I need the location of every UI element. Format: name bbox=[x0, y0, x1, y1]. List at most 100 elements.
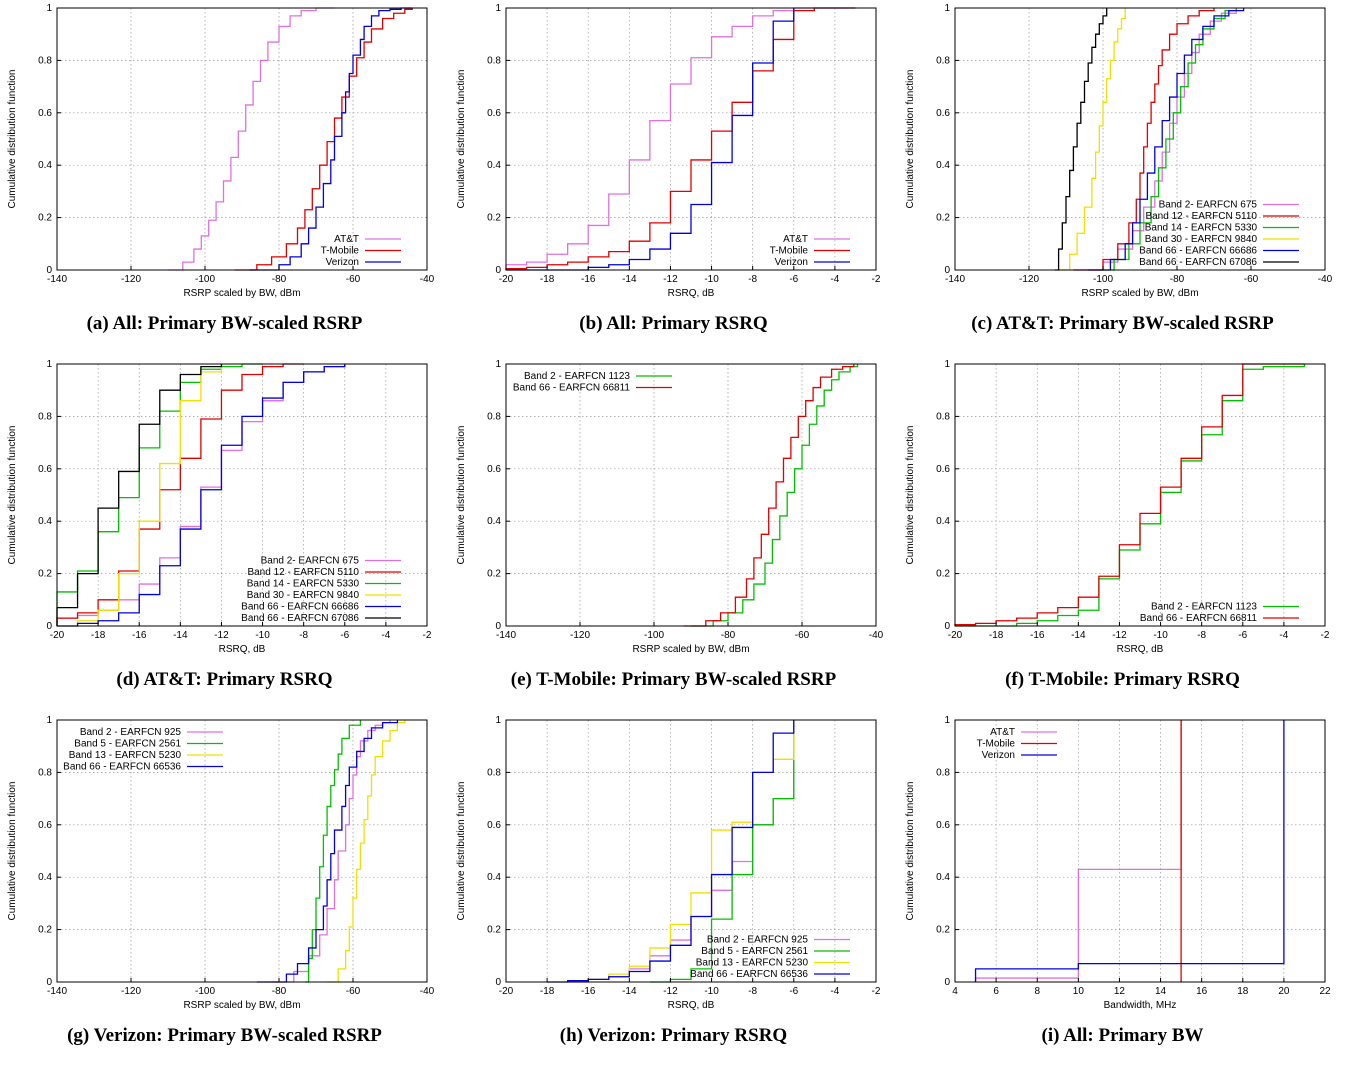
chart-panel: -140 -120 -100 -80 -60 -40 0 0.2 0.4 0.6 0.8 1 RSRP … bbox=[0, 0, 449, 356]
y-tick-label: 1 bbox=[46, 715, 52, 726]
y-tick-label: 1 bbox=[495, 3, 501, 14]
x-tick-label: -40 bbox=[420, 986, 435, 997]
y-tick-label: 0.6 bbox=[487, 820, 501, 831]
y-tick-label: 0 bbox=[495, 621, 501, 632]
legend-label: Band 2- EARFCN 675 bbox=[261, 556, 360, 567]
legend-label: Band 66 - EARFCN 67086 bbox=[241, 613, 359, 624]
y-tick-label: 1 bbox=[944, 3, 950, 14]
y-axis-label: Cumulative distribution function bbox=[456, 782, 467, 921]
series-line bbox=[1073, 8, 1215, 271]
plot-frame bbox=[505, 363, 877, 627]
y-axis-label: Cumulative distribution function bbox=[456, 426, 467, 565]
legend-label: Verizon bbox=[326, 257, 359, 268]
y-tick-label: 0.4 bbox=[936, 160, 950, 171]
chart-panel: 4 6 8 10 12 14 16 18 20 22 0 0.2 0.4 0.6 0.8 1 Bandwidth… bbox=[898, 712, 1347, 1068]
x-tick-label: 12 bbox=[1114, 986, 1126, 997]
x-tick-label: -80 bbox=[1170, 274, 1185, 285]
y-tick-label: 0 bbox=[944, 977, 950, 988]
chart-panel: -140 -120 -100 -80 -60 -40 0 0.2 0.4 0.6 0.8 1 RSRP … bbox=[449, 356, 898, 712]
y-tick-label: 0.4 bbox=[936, 516, 950, 527]
series-line bbox=[505, 7, 856, 270]
y-tick-label: 0.2 bbox=[487, 925, 501, 936]
y-tick-label: 0.6 bbox=[487, 108, 501, 119]
x-tick-label: -2 bbox=[423, 630, 432, 641]
series-line bbox=[249, 7, 413, 271]
y-tick-label: 0.2 bbox=[487, 569, 501, 580]
series-line bbox=[974, 720, 1285, 982]
x-tick-label: -8 bbox=[299, 630, 308, 641]
x-tick-label: -12 bbox=[1112, 630, 1127, 641]
x-tick-label: -100 bbox=[1093, 274, 1113, 285]
legend-label: Band 2 - EARFCN 925 bbox=[707, 935, 809, 946]
x-tick-label: -60 bbox=[1244, 274, 1259, 285]
legend-label: Band 66 - EARFCN 66811 bbox=[1140, 613, 1258, 624]
plot-frame bbox=[954, 719, 1326, 983]
series-line bbox=[56, 364, 223, 626]
chart-panel: -20 -18 -16 -14 -12 -10 -8 -6 -4 -2 0 0.2 0.4 0.6 0.8 1… bbox=[449, 0, 898, 356]
legend-label: Band 66 - EARFCN 66686 bbox=[241, 602, 359, 613]
x-tick-label: -100 bbox=[644, 630, 664, 641]
series-line bbox=[234, 8, 413, 271]
y-axis-label: Cumulative distribution function bbox=[905, 426, 916, 565]
y-tick-label: 0 bbox=[495, 977, 501, 988]
x-tick-label: 4 bbox=[952, 986, 958, 997]
x-tick-label: -12 bbox=[214, 630, 229, 641]
x-tick-label: -16 bbox=[581, 274, 596, 285]
figure-caption: (g) Verizon: Primary BW-scaled RSRP bbox=[67, 1025, 382, 1046]
legend-label: Band 13 - EARFCN 5230 bbox=[696, 958, 809, 969]
legend-label: Band 5 - EARFCN 2561 bbox=[701, 946, 808, 957]
series-line bbox=[954, 363, 1305, 626]
legend-label: Band 30 - EARFCN 9840 bbox=[1145, 234, 1258, 245]
x-tick-label: -4 bbox=[381, 630, 390, 641]
y-tick-label: 0 bbox=[46, 265, 52, 276]
figure-caption: (d) AT&T: Primary RSRQ bbox=[116, 669, 333, 690]
x-tick-label: 16 bbox=[1196, 986, 1208, 997]
series-line bbox=[1054, 8, 1108, 271]
x-tick-label: -14 bbox=[622, 986, 637, 997]
x-tick-label: -8 bbox=[748, 274, 757, 285]
x-tick-label: -40 bbox=[869, 630, 884, 641]
cdf-chart: -140 -120 -100 -80 -60 -40 0 0.2 0.4 0.6 0.8 1 RSRP … bbox=[7, 3, 435, 299]
x-tick-label: -120 bbox=[121, 274, 141, 285]
cdf-chart: -20 -18 -16 -14 -12 -10 -8 -6 -4 -200.20.40.60.81… bbox=[456, 715, 881, 1011]
y-tick-label: 0.8 bbox=[38, 767, 52, 778]
legend-label: Band 12 - EARFCN 5110 bbox=[247, 567, 359, 578]
x-tick-label: -4 bbox=[830, 986, 839, 997]
y-tick-label: 1 bbox=[46, 359, 52, 370]
legend-label: Band 30 - EARFCN 9840 bbox=[247, 590, 360, 601]
x-tick-label: -2 bbox=[872, 274, 881, 285]
x-tick-label: -60 bbox=[346, 274, 361, 285]
x-tick-label: -120 bbox=[1019, 274, 1039, 285]
y-tick-label: 0.2 bbox=[38, 569, 52, 580]
x-tick-label: -18 bbox=[91, 630, 106, 641]
chart-panel: -20 -18 -16 -14 -12 -10 -8 -6 -4 -2 0 0.2 0.4 0.6 0.8 1… bbox=[898, 356, 1347, 712]
chart-panel: -140 -120 -100 -80 -60 -40 0 0.2 0.4 0.6 0.8 1 RSRP … bbox=[898, 0, 1347, 356]
y-tick-label: 0.8 bbox=[38, 55, 52, 66]
y-tick-label: 0.8 bbox=[936, 767, 950, 778]
y-tick-label: 0.8 bbox=[487, 55, 501, 66]
y-tick-label: 0.6 bbox=[38, 464, 52, 475]
y-tick-label: 0.2 bbox=[936, 569, 950, 580]
y-tick-label: 0.4 bbox=[487, 516, 501, 527]
x-tick-label: 18 bbox=[1237, 986, 1249, 997]
cdf-chart: -140 -120 -100 -80 -60 -40 0 0.2 0.4 0.6 0.8 1 RSRP … bbox=[7, 715, 435, 1011]
x-tick-label: -8 bbox=[748, 986, 757, 997]
legend-label: Band 2- EARFCN 675 bbox=[1159, 200, 1258, 211]
x-tick-label: 10 bbox=[1073, 986, 1085, 997]
legend-label: T-Mobile bbox=[977, 739, 1016, 750]
y-tick-label: 0.6 bbox=[38, 108, 52, 119]
y-tick-label: 0.4 bbox=[487, 872, 501, 883]
x-axis-label: RSRP scaled by BW, dBm bbox=[1081, 288, 1198, 299]
y-tick-label: 0.6 bbox=[487, 464, 501, 475]
legend-label: Verizon bbox=[775, 257, 808, 268]
y-tick-label: 0.6 bbox=[38, 820, 52, 831]
y-tick-label: 0 bbox=[944, 621, 950, 632]
legend-label: Band 13 - EARFCN 5230 bbox=[69, 750, 182, 761]
x-tick-label: -40 bbox=[1318, 274, 1333, 285]
chart-panel: -20 -18 -16 -14 -12 -10 -8 -6 -4 -2 0 0.2 0.4 0.6 0.8 1… bbox=[0, 356, 449, 712]
x-tick-label: -140 bbox=[47, 274, 67, 285]
y-tick-label: 0.4 bbox=[487, 160, 501, 171]
y-tick-label: 0.4 bbox=[38, 516, 52, 527]
x-tick-label: -6 bbox=[1238, 630, 1247, 641]
cdf-chart: -20 -18 -16 -14 -12 -10 -8 -6 -4 -200.20.40.60.81… bbox=[456, 3, 881, 299]
